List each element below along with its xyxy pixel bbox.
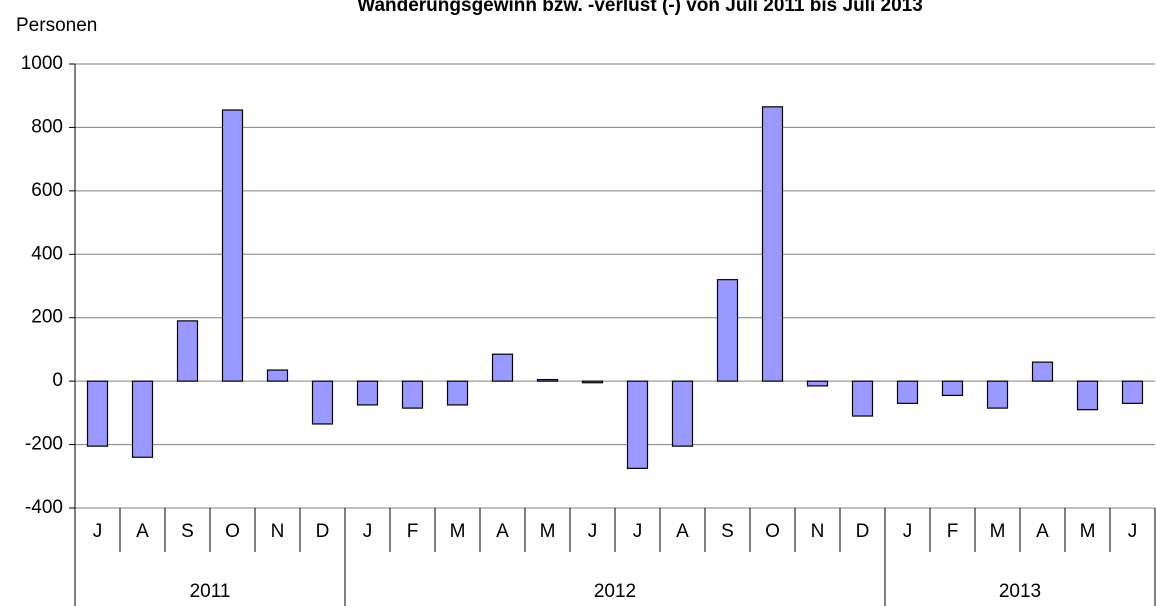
group-label: 2012 — [594, 581, 636, 602]
x-tick-label: J — [93, 521, 103, 542]
bar — [131, 380, 154, 458]
x-tick-label: O — [225, 521, 240, 542]
bar — [896, 380, 919, 404]
y-tick-label: 600 — [31, 180, 63, 201]
x-tick-label: M — [990, 521, 1006, 542]
bar — [671, 380, 694, 447]
x-tick-label: J — [363, 521, 373, 542]
x-tick-label: N — [271, 521, 285, 542]
bar — [1076, 380, 1099, 411]
x-tick-label: D — [316, 521, 330, 542]
bar — [761, 106, 784, 382]
bar — [446, 380, 469, 406]
bar — [986, 380, 1009, 409]
bar — [1031, 361, 1054, 382]
bar — [626, 380, 649, 469]
x-tick-label: M — [540, 521, 556, 542]
x-tick-label: A — [1036, 521, 1049, 542]
x-tick-label: J — [1128, 521, 1138, 542]
y-tick-label: 200 — [31, 307, 63, 328]
bar — [851, 380, 874, 417]
y-axis-label: Personen — [16, 15, 97, 36]
x-tick-label: N — [811, 521, 825, 542]
y-tick-label: 400 — [31, 243, 63, 264]
x-tick-label: M — [450, 521, 466, 542]
bar — [716, 279, 739, 382]
bar — [221, 109, 244, 382]
group-label: 2013 — [999, 581, 1041, 602]
group-label: 2011 — [190, 581, 231, 602]
bar — [1121, 380, 1144, 404]
bar — [266, 369, 289, 382]
y-tick-label: -200 — [25, 434, 63, 455]
x-tick-label: F — [947, 521, 959, 542]
y-tick-label: 0 — [52, 370, 63, 391]
bar — [86, 380, 109, 447]
x-tick-label: J — [588, 521, 598, 542]
bar — [581, 380, 604, 384]
x-tick-label: M — [1080, 521, 1096, 542]
x-tick-label: A — [136, 521, 149, 542]
bar — [806, 380, 829, 387]
x-tick-label: J — [633, 521, 643, 542]
bar — [536, 378, 559, 382]
x-tick-label: A — [496, 521, 509, 542]
x-tick-label: F — [407, 521, 419, 542]
bar — [401, 380, 424, 409]
x-tick-label: O — [765, 521, 780, 542]
x-tick-label: J — [903, 521, 913, 542]
bar — [311, 380, 334, 425]
y-tick-label: -400 — [25, 497, 63, 518]
y-tick-label: 800 — [31, 116, 63, 137]
bar — [176, 320, 199, 382]
bar — [491, 353, 514, 382]
x-tick-label: D — [856, 521, 870, 542]
bar — [356, 380, 379, 406]
x-tick-label: S — [181, 521, 194, 542]
x-tick-label: A — [676, 521, 689, 542]
bar — [941, 380, 964, 397]
y-tick-label: 1000 — [21, 53, 63, 74]
x-tick-label: S — [721, 521, 734, 542]
chart-title: Wanderungsgewinn bzw. -verlust (-) von J… — [357, 0, 923, 16]
